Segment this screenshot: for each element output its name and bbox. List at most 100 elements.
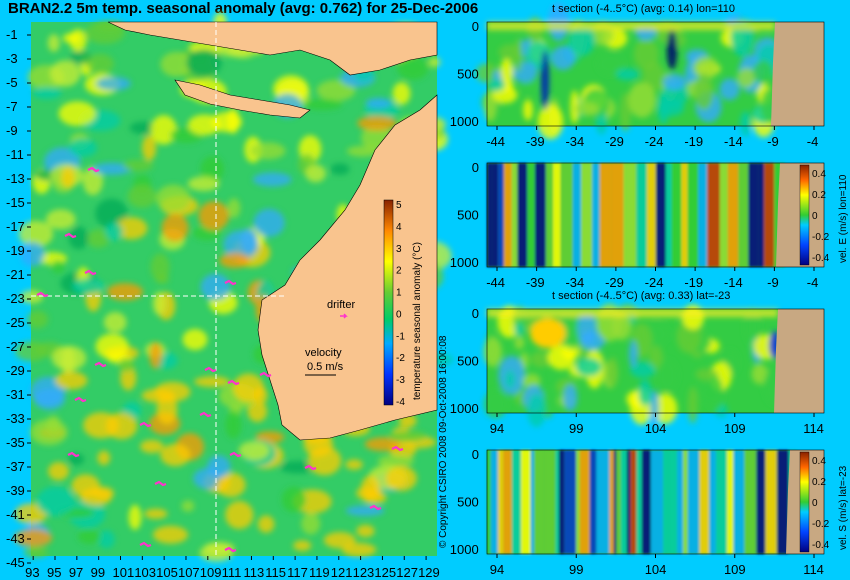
velocity-colorbar-tick-label: -0.4 (812, 253, 830, 264)
map-field-cell (127, 184, 157, 208)
section-stripe (511, 163, 518, 267)
lat-tick-label: -5 (6, 75, 18, 90)
map-field-cell (48, 462, 70, 481)
section-panel[interactable]: 0 500 1000 94 99 104 109 114 0.4 0.2 0 -0.2 -0.4 vel.… (450, 447, 849, 577)
lon-tick-label: 99 (91, 565, 105, 580)
drifter-track (36, 291, 49, 298)
lat-tick-label: -27 (6, 339, 25, 354)
map-field-cell (253, 386, 268, 405)
section-panel[interactable]: t section (-4..5°C) (avg: 0.33) lat=-23 0… (450, 290, 825, 436)
lat-tick-label: -31 (6, 387, 25, 402)
section-stripe (698, 163, 707, 267)
section-cell (483, 390, 508, 419)
section-depth-tick-label: 0 (472, 19, 479, 34)
map-field-cell (305, 164, 326, 183)
section-stripe (663, 450, 669, 554)
map-field-cell (86, 53, 114, 74)
map-field-cell (249, 142, 286, 160)
section-cell (522, 374, 540, 389)
map-colorbar-tick-label: 4 (396, 222, 402, 233)
map-field-cell (85, 21, 125, 44)
map-field-cell (156, 184, 191, 213)
lon-tick-label: 107 (178, 565, 200, 580)
map-field-cell (204, 542, 235, 554)
copyright-note: © Copyright CSIRO 2008 09-Oct-2008 16:00… (438, 335, 449, 548)
map-field-cell (150, 115, 177, 145)
section-x-tick-label: -19 (684, 134, 703, 149)
velocity-colorbar (799, 164, 810, 266)
section-field (487, 163, 785, 267)
map-field-cell (96, 76, 131, 91)
map-field-cell (32, 87, 62, 100)
section-stripe (589, 450, 597, 554)
lat-tick-label: -37 (6, 459, 25, 474)
section-x-tick-label: -29 (605, 134, 624, 149)
lat-tick-label: -25 (6, 315, 25, 330)
section-cell (503, 79, 514, 93)
map-field-cell (316, 79, 356, 101)
section-stripe (521, 450, 531, 554)
section-cell (500, 58, 514, 84)
map-field-cell (200, 156, 224, 183)
map-field-cell (397, 56, 429, 80)
section-stripe (733, 450, 745, 554)
section-stripe (534, 163, 547, 267)
section-cell (523, 99, 533, 121)
section-cell (483, 337, 502, 367)
lat-tick-label: -7 (6, 99, 18, 114)
map-field-cell (149, 342, 162, 369)
section-stripe (498, 450, 504, 554)
section-depth-tick-label: 1000 (450, 255, 479, 270)
section-cell (573, 102, 599, 116)
section-field (475, 2, 783, 140)
map-field-cell (357, 115, 398, 131)
section-stripe (503, 450, 512, 554)
velocity-colorbar (799, 451, 810, 553)
map-field-cell (122, 159, 154, 172)
section-panel[interactable]: t section (-4..5°C) (avg: 0.14) lon=110 0… (450, 2, 825, 149)
map-field-cell (160, 443, 191, 467)
map-field-cell (345, 459, 363, 470)
lon-tick-label: 117 (287, 565, 308, 580)
section-panel[interactable]: 0 500 1000 -44 -39 -34 -29 -24 -19 -14 -9 -4 0.4 0.2 0… (450, 160, 849, 290)
section-cell (628, 82, 656, 118)
lat-tick-label: -29 (6, 363, 25, 378)
lat-tick-label: -41 (6, 507, 25, 522)
section-depth-tick-label: 1000 (450, 401, 479, 416)
section-x-tick-label: -44 (486, 275, 505, 290)
map-field-cell (54, 371, 88, 390)
lat-tick-label: -3 (6, 51, 18, 66)
map-field-cell (186, 49, 222, 77)
section-x-tick-label: 99 (569, 421, 583, 436)
section-stripe (560, 163, 573, 267)
map-field-cell (105, 222, 123, 241)
section-x-tick-label: -39 (526, 134, 545, 149)
map-colorbar-tick-label: -2 (396, 353, 405, 364)
map-field-cell (161, 213, 189, 242)
map-colorbar-tick-label: 5 (396, 200, 402, 211)
section-stripe (683, 450, 688, 554)
section-cell (751, 363, 768, 385)
section-stripe (726, 450, 734, 554)
map-field-cell (198, 201, 230, 231)
drifter-track (154, 480, 167, 487)
section-cell (687, 386, 698, 424)
map-field-cell (95, 333, 129, 360)
section-x-tick-label: 94 (490, 562, 504, 577)
velocity-colorbar-tick-label: 0.2 (812, 190, 826, 201)
section-stripe (620, 450, 627, 554)
section-x-tick-label: -29 (605, 275, 624, 290)
lon-tick-label: 93 (25, 565, 39, 580)
section-stripe (707, 163, 720, 267)
section-cell (607, 356, 619, 387)
velocity-colorbar-tick-label: -0.2 (812, 232, 830, 243)
section-cell (662, 73, 687, 91)
map-field-cell (140, 439, 164, 454)
map-field-cell (20, 242, 45, 267)
lon-tick-label: 121 (331, 565, 353, 580)
section-depth-tick-label: 500 (457, 67, 479, 82)
section-stripe (636, 163, 644, 267)
section-stripe (687, 450, 700, 554)
map-field-cell (364, 437, 401, 452)
section-cell (648, 345, 663, 371)
